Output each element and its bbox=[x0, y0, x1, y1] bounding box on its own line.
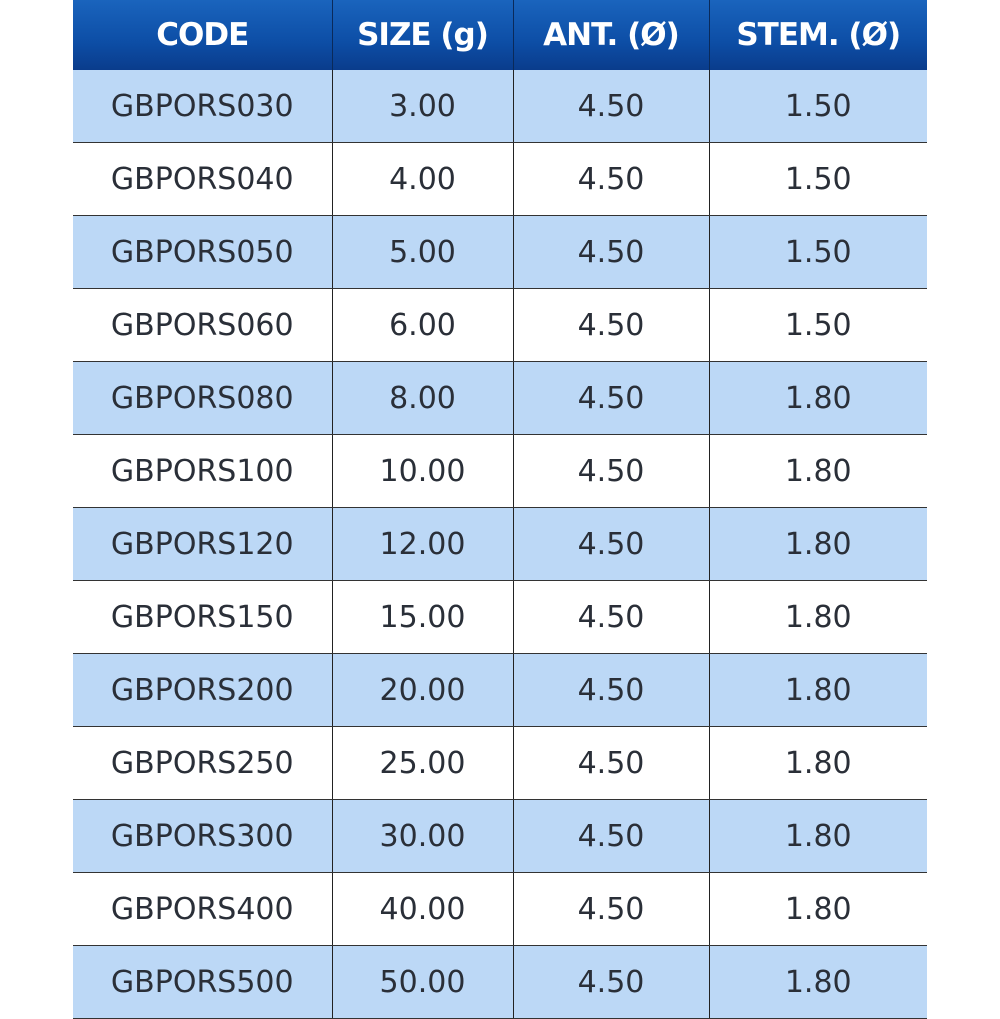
cell-code: GBPORS250 bbox=[73, 726, 332, 800]
cell-ant: 4.50 bbox=[512, 653, 709, 727]
cell-stem: 1.80 bbox=[708, 580, 927, 654]
cell-code: GBPORS150 bbox=[73, 580, 332, 654]
table-row: GBPORS030 3.00 4.50 1.50 bbox=[73, 70, 927, 143]
cell-code: GBPORS200 bbox=[73, 653, 332, 727]
cell-code: GBPORS300 bbox=[73, 799, 332, 873]
cell-ant: 4.50 bbox=[512, 142, 709, 216]
cell-stem: 1.80 bbox=[708, 726, 927, 800]
table-row: GBPORS120 12.00 4.50 1.80 bbox=[73, 507, 927, 581]
cell-size: 40.00 bbox=[331, 872, 513, 946]
cell-stem: 1.80 bbox=[708, 653, 927, 727]
cell-size: 6.00 bbox=[331, 288, 513, 362]
cell-stem: 1.80 bbox=[708, 799, 927, 873]
cell-size: 12.00 bbox=[331, 507, 513, 581]
cell-code: GBPORS080 bbox=[73, 361, 332, 435]
table-row: GBPORS500 50.00 4.50 1.80 bbox=[73, 945, 927, 1019]
table-row: GBPORS080 8.00 4.50 1.80 bbox=[73, 361, 927, 435]
cell-ant: 4.50 bbox=[512, 799, 709, 873]
cell-ant: 4.50 bbox=[512, 726, 709, 800]
table-row: GBPORS400 40.00 4.50 1.80 bbox=[73, 872, 927, 946]
cell-size: 50.00 bbox=[331, 945, 513, 1019]
header-code: CODE bbox=[73, 0, 332, 70]
cell-size: 20.00 bbox=[331, 653, 513, 727]
table-row: GBPORS100 10.00 4.50 1.80 bbox=[73, 434, 927, 508]
cell-stem: 1.80 bbox=[708, 945, 927, 1019]
table-row: GBPORS250 25.00 4.50 1.80 bbox=[73, 726, 927, 800]
header-row: CODE SIZE (g) ANT. (Ø) STEM. (Ø) bbox=[73, 0, 927, 70]
cell-code: GBPORS060 bbox=[73, 288, 332, 362]
cell-stem: 1.50 bbox=[708, 215, 927, 289]
cell-ant: 4.50 bbox=[512, 361, 709, 435]
table-row: GBPORS060 6.00 4.50 1.50 bbox=[73, 288, 927, 362]
cell-code: GBPORS100 bbox=[73, 434, 332, 508]
cell-ant: 4.50 bbox=[512, 434, 709, 508]
cell-size: 5.00 bbox=[331, 215, 513, 289]
table-row: GBPORS040 4.00 4.50 1.50 bbox=[73, 142, 927, 216]
cell-ant: 4.50 bbox=[512, 215, 709, 289]
cell-size: 10.00 bbox=[331, 434, 513, 508]
cell-ant: 4.50 bbox=[512, 580, 709, 654]
cell-stem: 1.50 bbox=[708, 70, 927, 143]
cell-ant: 4.50 bbox=[512, 945, 709, 1019]
cell-code: GBPORS120 bbox=[73, 507, 332, 581]
cell-ant: 4.50 bbox=[512, 288, 709, 362]
cell-stem: 1.80 bbox=[708, 361, 927, 435]
header-stem: STEM. (Ø) bbox=[708, 0, 927, 70]
cell-stem: 1.80 bbox=[708, 872, 927, 946]
table-row: GBPORS050 5.00 4.50 1.50 bbox=[73, 215, 927, 289]
cell-size: 30.00 bbox=[331, 799, 513, 873]
cell-stem: 1.80 bbox=[708, 507, 927, 581]
cell-size: 25.00 bbox=[331, 726, 513, 800]
product-spec-table: CODE SIZE (g) ANT. (Ø) STEM. (Ø) GBPORS0… bbox=[73, 0, 927, 1019]
cell-code: GBPORS050 bbox=[73, 215, 332, 289]
cell-ant: 4.50 bbox=[512, 507, 709, 581]
table-row: GBPORS200 20.00 4.50 1.80 bbox=[73, 653, 927, 727]
cell-code: GBPORS040 bbox=[73, 142, 332, 216]
cell-size: 3.00 bbox=[331, 70, 513, 143]
cell-stem: 1.80 bbox=[708, 434, 927, 508]
cell-code: GBPORS400 bbox=[73, 872, 332, 946]
table-row: GBPORS300 30.00 4.50 1.80 bbox=[73, 799, 927, 873]
cell-size: 4.00 bbox=[331, 142, 513, 216]
cell-size: 8.00 bbox=[331, 361, 513, 435]
cell-ant: 4.50 bbox=[512, 872, 709, 946]
cell-stem: 1.50 bbox=[708, 288, 927, 362]
header-ant: ANT. (Ø) bbox=[512, 0, 709, 70]
table-row: GBPORS150 15.00 4.50 1.80 bbox=[73, 580, 927, 654]
cell-stem: 1.50 bbox=[708, 142, 927, 216]
cell-ant: 4.50 bbox=[512, 70, 709, 143]
cell-code: GBPORS500 bbox=[73, 945, 332, 1019]
cell-code: GBPORS030 bbox=[73, 70, 332, 143]
cell-size: 15.00 bbox=[331, 580, 513, 654]
header-size: SIZE (g) bbox=[331, 0, 513, 70]
